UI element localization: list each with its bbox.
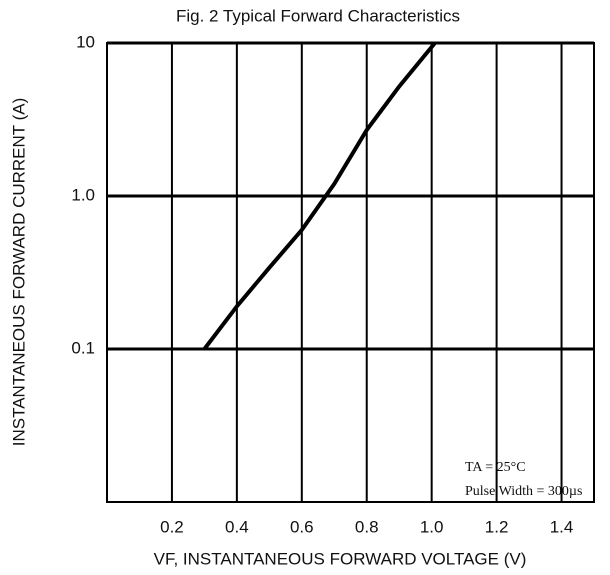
x-tick-label: 1.4 xyxy=(550,517,574,536)
annotation: Pulse Width = 300µs xyxy=(465,484,582,499)
y-tick-label: 1.0 xyxy=(71,185,95,204)
y-axis-label: INSTANTANEOUS FORWARD CURRENT (A) xyxy=(9,98,28,447)
x-tick-label: 0.6 xyxy=(290,517,314,536)
x-tick-label: 0.8 xyxy=(355,517,379,536)
y-tick-label: 0.1 xyxy=(71,338,95,357)
x-tick-label: 0.2 xyxy=(160,517,184,536)
x-axis-label: VF, INSTANTANEOUS FORWARD VOLTAGE (V) xyxy=(154,549,527,568)
y-tick-label: 10 xyxy=(76,32,95,51)
chart-title: Fig. 2 Typical Forward Characteristics xyxy=(176,6,460,25)
x-tick-label: 0.4 xyxy=(225,517,249,536)
series-line xyxy=(202,41,437,351)
plot-frame xyxy=(106,42,595,503)
x-tick-label: 1.0 xyxy=(420,517,444,536)
x-tick-label: 1.2 xyxy=(485,517,509,536)
annotation: TA = 25°C xyxy=(465,460,526,475)
